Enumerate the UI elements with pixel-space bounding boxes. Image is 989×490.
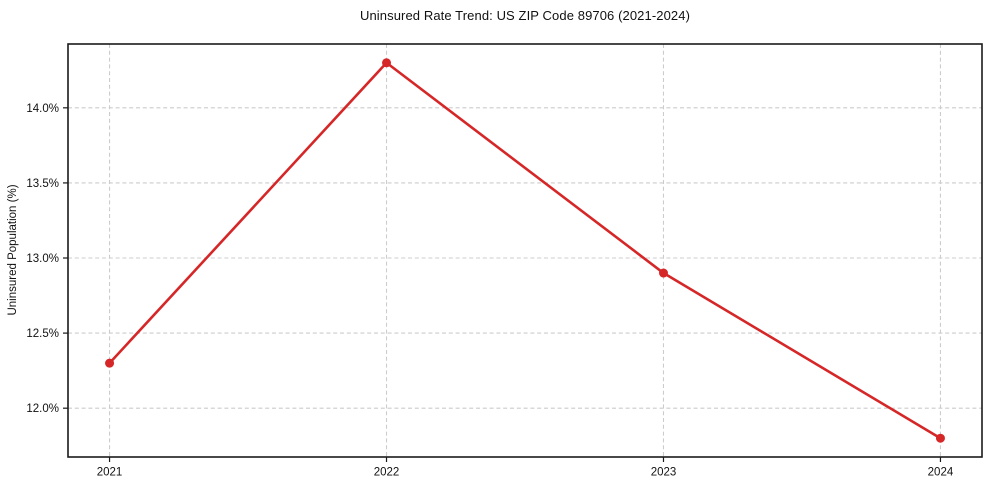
data-point-2021 [105,358,115,368]
y-tick-label: 12.0% [26,403,59,415]
x-tick-label: 2022 [374,467,400,479]
y-axis-label: Uninsured Population (%) [7,184,19,316]
data-point-2024 [935,433,945,443]
y-tick-label: 14.0% [26,103,59,115]
data-point-2023 [658,268,668,278]
chart-title: Uninsured Rate Trend: US ZIP Code 89706 … [359,8,691,23]
y-tick-label: 13.5% [26,178,59,190]
trend-line [108,61,942,440]
y-tick-label: 13.0% [26,253,59,265]
x-tick-label: 2023 [651,467,677,479]
plot-border [67,43,983,458]
plot-background [68,44,982,457]
x-tick-label: 2021 [97,467,123,479]
data-point-2022 [382,58,392,68]
x-tick-label: 2024 [928,467,954,479]
y-tick-label: 12.5% [26,328,59,340]
